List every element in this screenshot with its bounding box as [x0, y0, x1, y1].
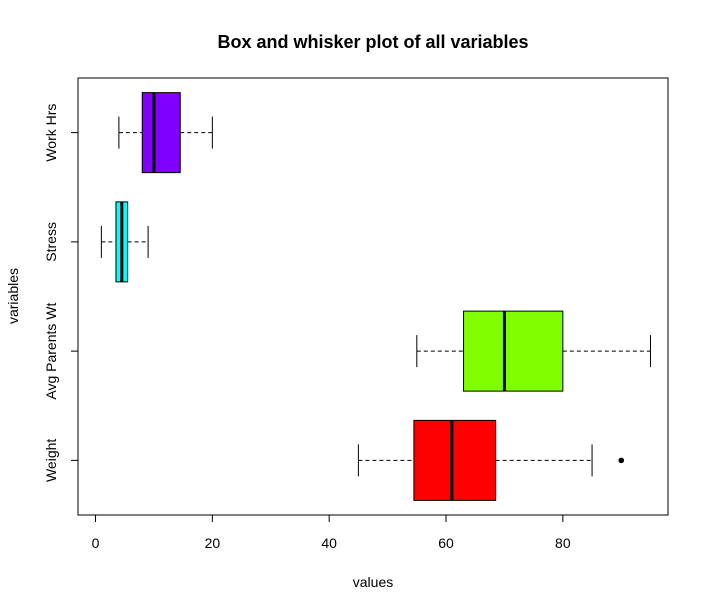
box-weight: [357, 419, 625, 501]
boxes-group: [100, 92, 651, 501]
x-tick-label: 40: [321, 535, 337, 551]
x-tick-label: 20: [205, 535, 221, 551]
y-tick-label: Stress: [43, 222, 59, 262]
box-iqr: [413, 419, 497, 501]
y-tick-label: Avg Parents Wt: [43, 303, 59, 400]
x-tick-label: 80: [555, 535, 571, 551]
chart-title: Box and whisker plot of all variables: [217, 32, 528, 52]
x-tick-label: 60: [438, 535, 454, 551]
x-axis: 0 20 40 60 80: [92, 514, 571, 551]
box-iqr: [141, 92, 181, 174]
y-tick-label: Weight: [43, 439, 59, 482]
y-tick-label: Work Hrs: [43, 104, 59, 162]
box-avg-parents-wt: [416, 310, 651, 392]
x-axis-label: values: [353, 574, 393, 590]
box-iqr: [463, 310, 564, 392]
y-axis: Weight Avg Parents Wt Stress Work Hrs: [43, 104, 79, 482]
box-stress: [100, 201, 149, 283]
x-tick-label: 0: [92, 535, 100, 551]
outlier-point: [618, 457, 625, 464]
y-axis-label: variables: [5, 268, 21, 324]
box-work-hrs: [118, 92, 213, 174]
